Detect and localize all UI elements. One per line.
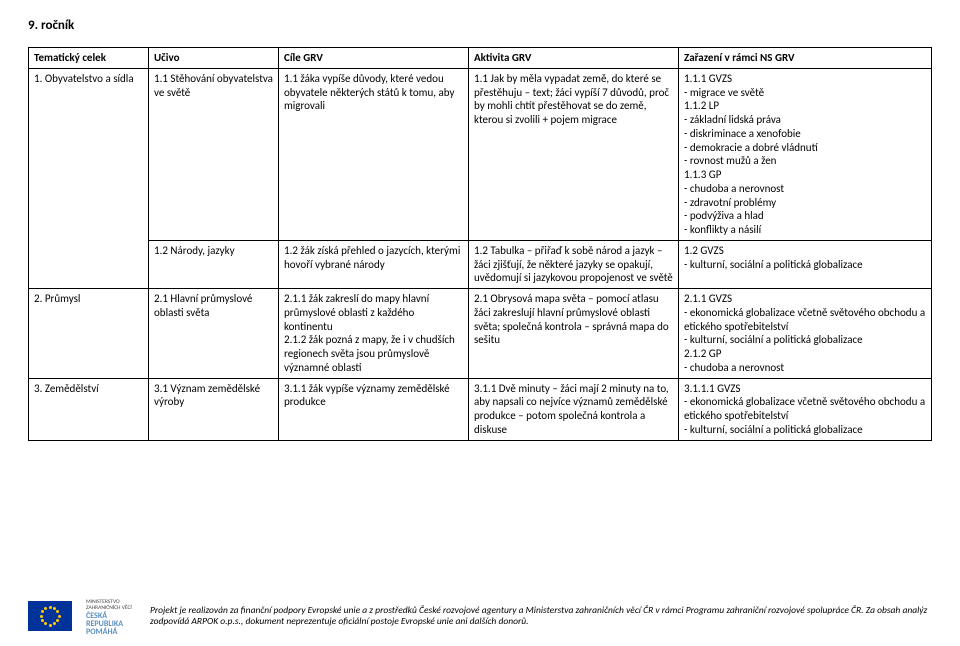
mzv-line: MINISTERSTVO ZAHRANIČNÍCH VĚCÍ <box>86 600 136 611</box>
table-row: 2. Průmysl2.1 Hlavní průmyslové oblasti … <box>29 289 932 379</box>
col-header: Tematický celek <box>29 48 149 69</box>
table-row: 1. Obyvatelstvo a sídla1.1 Stěhování oby… <box>29 68 932 240</box>
footer-text: Projekt je realizován za finanční podpor… <box>150 605 932 628</box>
table-cell: 2.1.1 GVZS - ekonomická globalizace včet… <box>679 289 932 379</box>
table-cell: 3.1.1.1 GVZS - ekonomická globalizace vč… <box>679 378 932 440</box>
page-heading: 9. ročník <box>28 18 932 33</box>
mzv-line: ČESKÁ REPUBLIKA <box>86 612 136 628</box>
col-header: Učivo <box>149 48 279 69</box>
table-cell: 2.1.1 žák zakreslí do mapy hlavní průmys… <box>279 289 469 379</box>
table-cell: 3.1 Význam zemědělské výroby <box>149 378 279 440</box>
table-cell: 1.1.1 GVZS - migrace ve světě 1.1.2 LP -… <box>679 68 932 240</box>
table-cell: 1.1 Jak by měla vypadat země, do které s… <box>469 68 679 240</box>
table-cell: 1.2 GVZS - kulturní, sociální a politick… <box>679 240 932 288</box>
page-footer: MINISTERSTVO ZAHRANIČNÍCH VĚCÍ ČESKÁ REP… <box>28 596 932 636</box>
table-cell: 1.1 Stěhování obyvatelstva ve světě <box>149 68 279 240</box>
table-cell: 3.1.1 Dvě minuty – žáci mají 2 minuty na… <box>469 378 679 440</box>
eu-flag-icon <box>28 601 72 631</box>
table-cell: 1.2 Tabulka – přiřaď k sobě národ a jazy… <box>469 240 679 288</box>
col-header: Cíle GRV <box>279 48 469 69</box>
table-cell: 3. Zemědělství <box>29 378 149 440</box>
table-cell: 2.1 Hlavní průmyslové oblasti světa <box>149 289 279 379</box>
table-header-row: Tematický celek Učivo Cíle GRV Aktivita … <box>29 48 932 69</box>
table-row: 3. Zemědělství3.1 Význam zemědělské výro… <box>29 378 932 440</box>
table-cell: 1. Obyvatelstvo a sídla <box>29 68 149 288</box>
table-cell: 3.1.1 žák vypíše významy zemědělské prod… <box>279 378 469 440</box>
mzv-logo: MINISTERSTVO ZAHRANIČNÍCH VĚCÍ ČESKÁ REP… <box>86 596 136 636</box>
table-row: 1.2 Národy, jazyky1.2 žák získá přehled … <box>29 240 932 288</box>
table-cell: 1.2 Národy, jazyky <box>149 240 279 288</box>
table-cell: 2. Průmysl <box>29 289 149 379</box>
table-cell: 1.1 žáka vypíše důvody, které vedou obyv… <box>279 68 469 240</box>
table-cell: 2.1 Obrysová mapa světa – pomocí atlasu … <box>469 289 679 379</box>
col-header: Zařazení v rámci NS GRV <box>679 48 932 69</box>
col-header: Aktivita GRV <box>469 48 679 69</box>
curriculum-table: Tematický celek Učivo Cíle GRV Aktivita … <box>28 47 932 441</box>
table-cell: 1.2 žák získá přehled o jazycích, kterým… <box>279 240 469 288</box>
mzv-line: POMÁHÁ <box>86 628 136 636</box>
